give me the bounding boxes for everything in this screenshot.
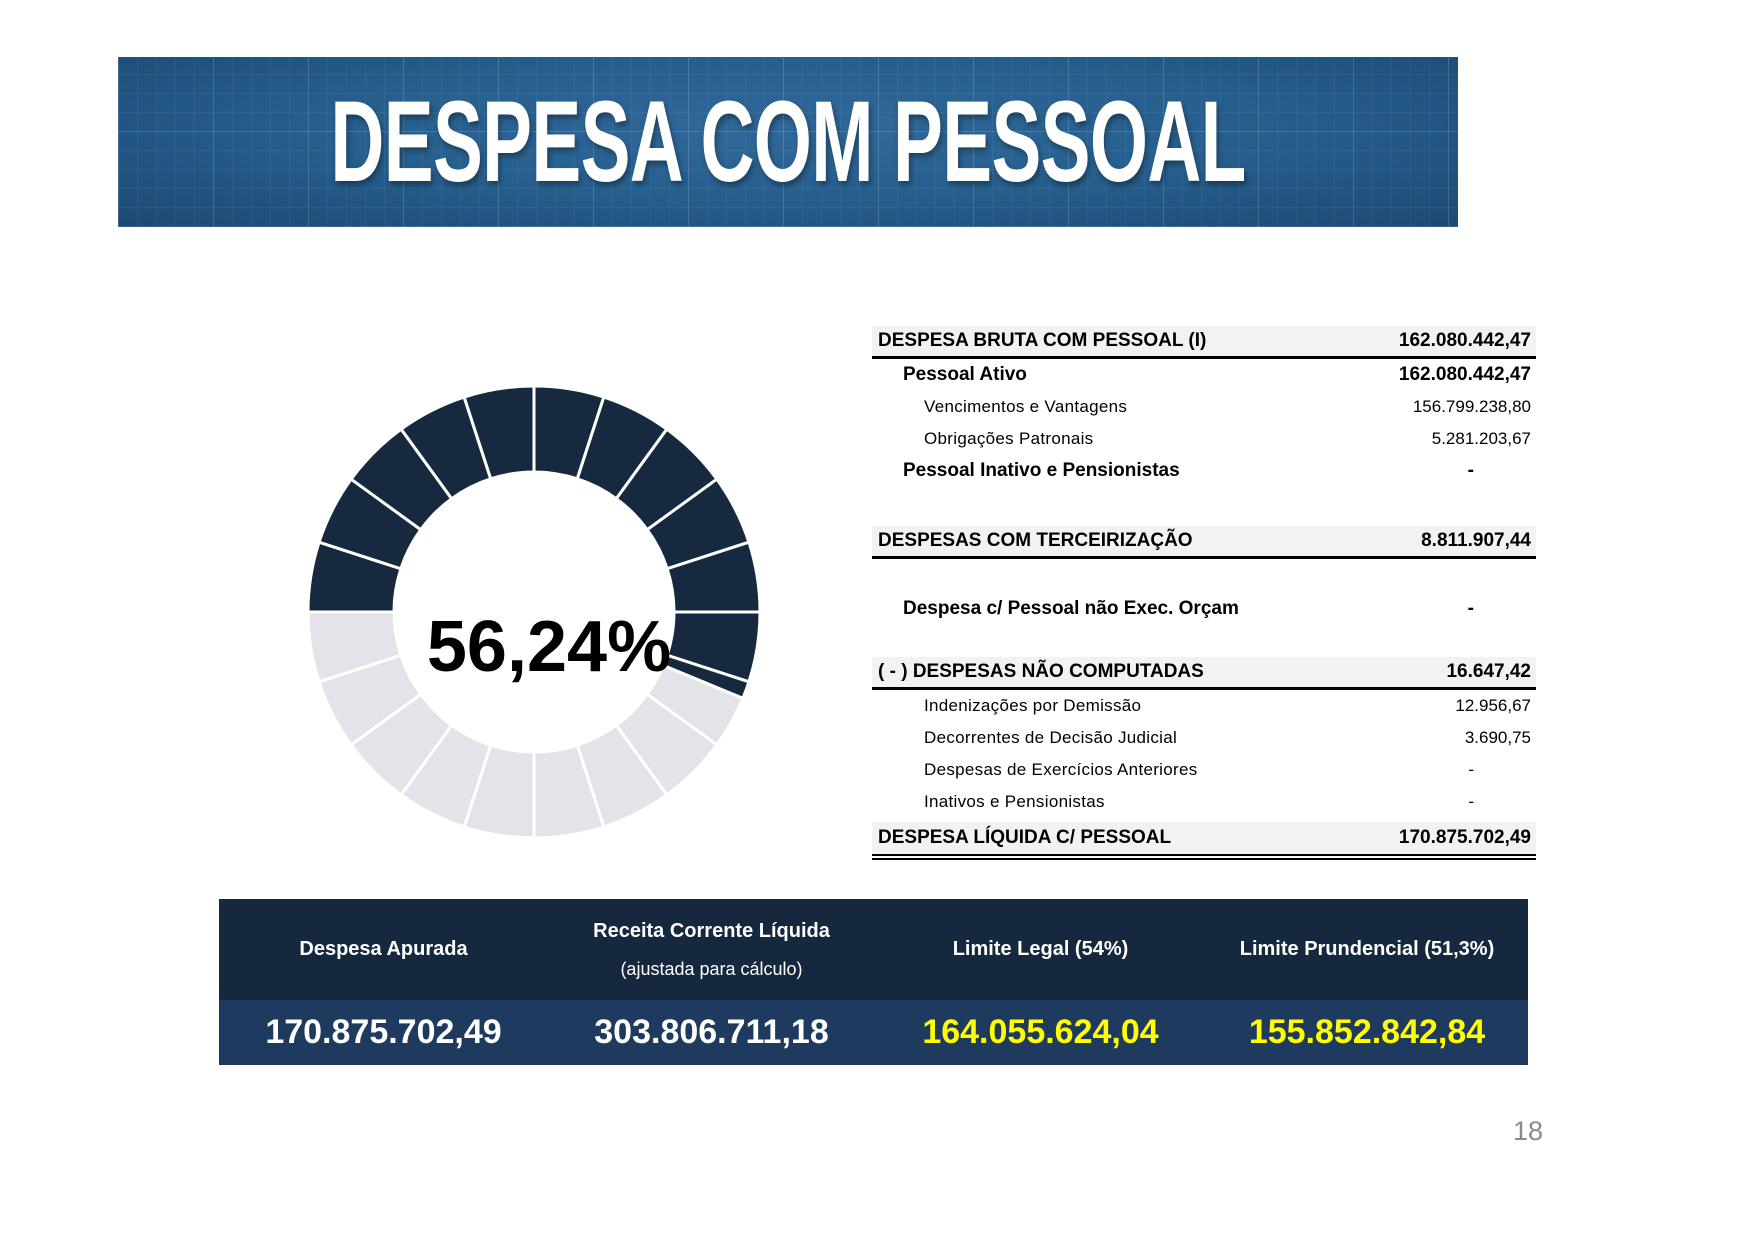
row-label: DESPESAS COM TERCEIRIZAÇÃO bbox=[878, 530, 1193, 551]
table-row: Vencimentos e Vantagens 156.799.238,80 bbox=[872, 391, 1536, 423]
double-border-line bbox=[872, 858, 1536, 860]
row-label: DESPESA LÍQUIDA C/ PESSOAL bbox=[878, 827, 1172, 848]
table-row: Obrigações Patronais 5.281.203,67 bbox=[872, 423, 1536, 455]
row-label: Despesa c/ Pessoal não Exec. Orçam bbox=[903, 598, 1239, 619]
summary-value-cell: 155.852.842,84 bbox=[1206, 1000, 1528, 1065]
row-value: 16.647,42 bbox=[1446, 661, 1531, 682]
table-row: Pessoal Inativo e Pensionistas - bbox=[872, 455, 1536, 487]
row-value: 12.956,67 bbox=[1455, 696, 1531, 715]
row-value: 156.799.238,80 bbox=[1412, 397, 1531, 416]
table-row: Pessoal Ativo 162.080.442,47 bbox=[872, 359, 1536, 391]
title-banner: DESPESA COM PESSOAL bbox=[118, 57, 1458, 227]
table-row: DESPESAS COM TERCEIRIZAÇÃO 8.811.907,44 bbox=[872, 526, 1536, 559]
personnel-expense-table: DESPESA BRUTA COM PESSOAL (I) 162.080.442… bbox=[872, 326, 1536, 860]
summary-header-subtitle: (ajustada para cálculo) bbox=[620, 958, 803, 979]
table-row: DESPESA BRUTA COM PESSOAL (I) 162.080.442… bbox=[872, 326, 1536, 359]
donut-empty-segment bbox=[306, 610, 403, 684]
summary-header-label: Limite Prundencial (51,3%) bbox=[1239, 938, 1495, 960]
row-value: - bbox=[1467, 598, 1474, 619]
row-label: Despesas de Exercícios Anteriores bbox=[924, 760, 1198, 779]
summary-header-cell: Limite Legal (54%) bbox=[875, 899, 1206, 1000]
summary-value-cell: 164.055.624,04 bbox=[875, 1000, 1206, 1065]
row-label: Indenizações por Demissão bbox=[924, 696, 1142, 715]
summary-header-cell: Receita Corrente Líquida (ajustada para c… bbox=[548, 899, 875, 1000]
row-label: Vencimentos e Vantagens bbox=[924, 397, 1128, 416]
donut-percentage-label: 56,24% bbox=[426, 607, 672, 687]
table-row: ( - ) DESPESAS NÃO COMPUTADAS 16.647,42 bbox=[872, 657, 1536, 690]
row-value: 3.690,75 bbox=[1464, 728, 1531, 747]
summary-header-label: Receita Corrente Líquida bbox=[593, 919, 830, 942]
table-row: Indenizações por Demissão 12.956,67 bbox=[872, 690, 1536, 722]
row-value: - bbox=[1468, 792, 1474, 811]
row-value: 162.080.442,47 bbox=[1398, 364, 1531, 385]
table-row: Despesa c/ Pessoal não Exec. Orçam - bbox=[872, 593, 1536, 625]
row-label: Pessoal Ativo bbox=[903, 364, 1027, 385]
row-value: - bbox=[1467, 460, 1474, 481]
slide-title: DESPESA COM PESSOAL bbox=[330, 78, 1246, 206]
table-row: DESPESA LÍQUIDA C/ PESSOAL 170.875.702,49 bbox=[872, 822, 1536, 856]
summary-header-label: Despesa Apurada bbox=[299, 938, 468, 960]
row-value: 170.875.702,49 bbox=[1398, 827, 1531, 848]
summary-value-cell: 303.806.711,18 bbox=[548, 1000, 875, 1065]
row-label: Inativos e Pensionistas bbox=[924, 792, 1105, 811]
row-label: Obrigações Patronais bbox=[924, 429, 1094, 448]
donut-chart bbox=[306, 384, 762, 840]
table-row: Despesas de Exercícios Anteriores - bbox=[872, 754, 1536, 786]
row-label: Pessoal Inativo e Pensionistas bbox=[903, 460, 1180, 481]
limits-summary-table: Despesa Apurada 170.875.702,49 Receita Cor… bbox=[219, 899, 1528, 1065]
summary-header-cell: Limite Prundencial (51,3%) bbox=[1206, 899, 1528, 1000]
row-value: 162.080.442,47 bbox=[1398, 330, 1531, 351]
row-value: 8.811.907,44 bbox=[1421, 530, 1531, 551]
row-value: - bbox=[1468, 760, 1474, 779]
page-number: 18 bbox=[1512, 1116, 1544, 1146]
table-row: Decorrentes de Decisão Judicial 3.690,75 bbox=[872, 722, 1536, 754]
summary-header-cell: Despesa Apurada bbox=[219, 899, 548, 1000]
row-value: 5.281.203,67 bbox=[1431, 429, 1531, 448]
summary-value-cell: 170.875.702,49 bbox=[219, 1000, 548, 1065]
summary-header-label: Limite Legal (54%) bbox=[952, 938, 1129, 960]
row-label: ( - ) DESPESAS NÃO COMPUTADAS bbox=[878, 661, 1204, 682]
row-label: DESPESA BRUTA COM PESSOAL (I) bbox=[878, 330, 1207, 351]
table-row: Inativos e Pensionistas - bbox=[872, 786, 1536, 818]
row-label: Decorrentes de Decisão Judicial bbox=[924, 728, 1178, 747]
